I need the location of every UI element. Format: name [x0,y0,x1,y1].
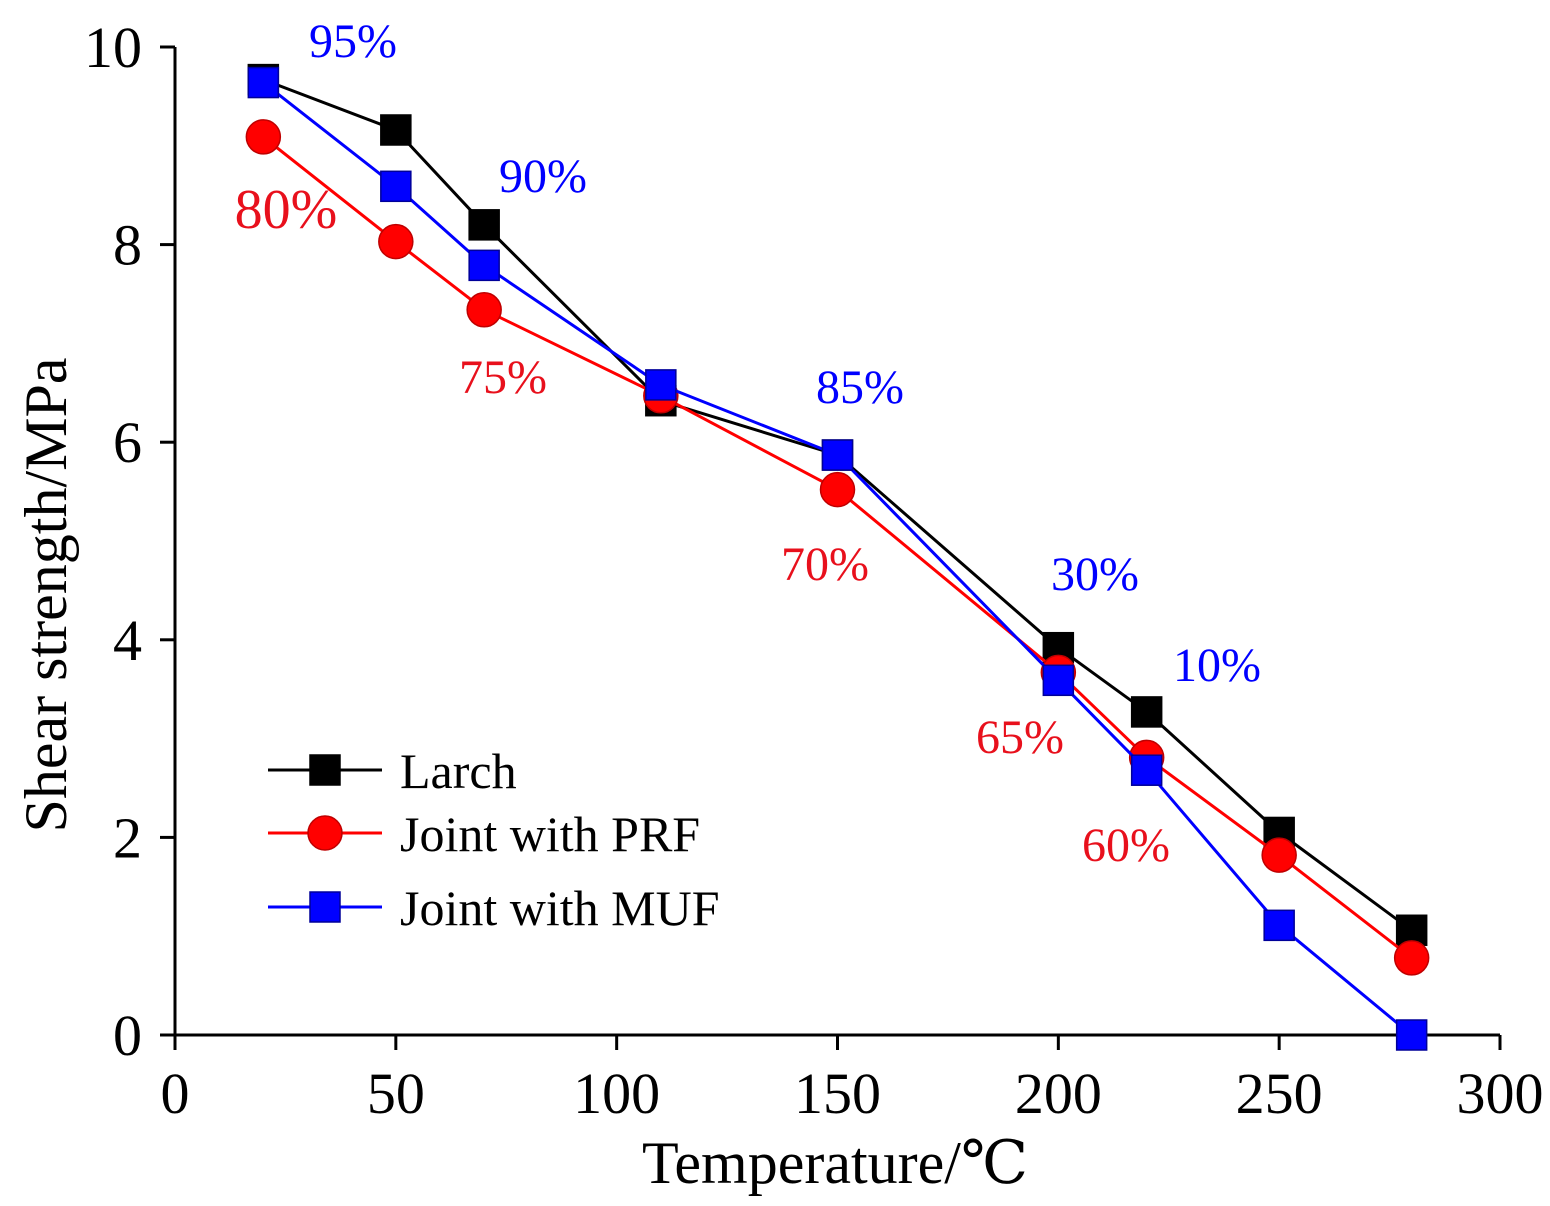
x-tick-label: 150 [794,1061,881,1126]
y-tick-label: 10 [84,15,142,80]
legend-marker [309,891,341,923]
joint-with-prf-marker [819,471,856,508]
legend-label: Larch [400,743,517,799]
x-tick-label: 200 [1015,1061,1102,1126]
annotation-label: 65% [976,711,1064,764]
legend-label: Joint with PRF [400,806,700,862]
annotation-label: 75% [459,351,547,404]
legend-marker [307,815,343,851]
y-tick-label: 0 [113,1003,142,1068]
legend-label: Joint with MUF [400,880,720,936]
annotation-label: 30% [1051,548,1139,601]
y-tick-label: 6 [113,410,142,475]
annotation-label: 85% [816,361,904,414]
annotation-label: 80% [235,179,338,241]
x-axis-title: Temperature/℃ [642,1130,1028,1196]
tick-marks [160,45,1502,1050]
larch-marker [1130,696,1163,728]
joint-with-muf-marker [380,170,412,203]
joint-with-muf-series [247,66,1428,1051]
annotation-label: 95% [309,15,397,68]
legend: Larch Joint with PRF Joint with MUF [268,743,720,936]
joint-with-prf-marker [1393,940,1430,976]
percentage-annotations: 95% 90% 80% 75% 85% 70% 30% 10% 65% 60% [235,15,1261,872]
joint-with-muf-marker [1042,664,1075,697]
plot-series [245,63,1430,1051]
x-tick-label: 50 [367,1061,425,1126]
x-tick-label: 250 [1236,1061,1323,1126]
joint-with-muf-marker [1130,754,1163,786]
legend-marker [309,754,341,786]
y-tick-label: 2 [113,805,142,870]
annotation-label: 70% [781,538,869,591]
y-tick-label: 8 [113,213,142,278]
tick-labels: 0 50 100 150 200 250 300 0 2 4 6 8 10 [84,15,1544,1126]
annotation-label: 10% [1173,639,1261,692]
legend-item-joint-with-prf: Joint with PRF [268,806,700,862]
joint-with-muf-marker [821,439,854,471]
joint-with-prf-marker [1261,837,1297,873]
joint-with-prf-marker [466,292,502,328]
x-tick-label: 300 [1457,1061,1544,1126]
joint-with-prf-marker [378,223,414,260]
joint-with-muf-marker [1263,909,1295,942]
joint-with-muf-marker [645,369,677,401]
x-tick-label: 0 [161,1061,190,1126]
y-tick-label: 4 [113,608,142,673]
legend-item-larch: Larch [268,743,517,799]
joint-with-muf-marker [468,249,500,282]
x-tick-label: 100 [573,1061,660,1126]
joint-with-muf-marker [247,66,280,99]
annotation-label: 60% [1082,819,1170,872]
annotation-label: 90% [499,150,587,203]
larch-marker [380,114,412,146]
y-axis-title: Shear strength/MPa [13,358,79,833]
joint-with-muf-marker [1395,1019,1428,1051]
legend-item-joint-with-muf: Joint with MUF [268,880,720,936]
joint-with-prf-marker [245,119,282,155]
larch-marker [468,209,500,241]
